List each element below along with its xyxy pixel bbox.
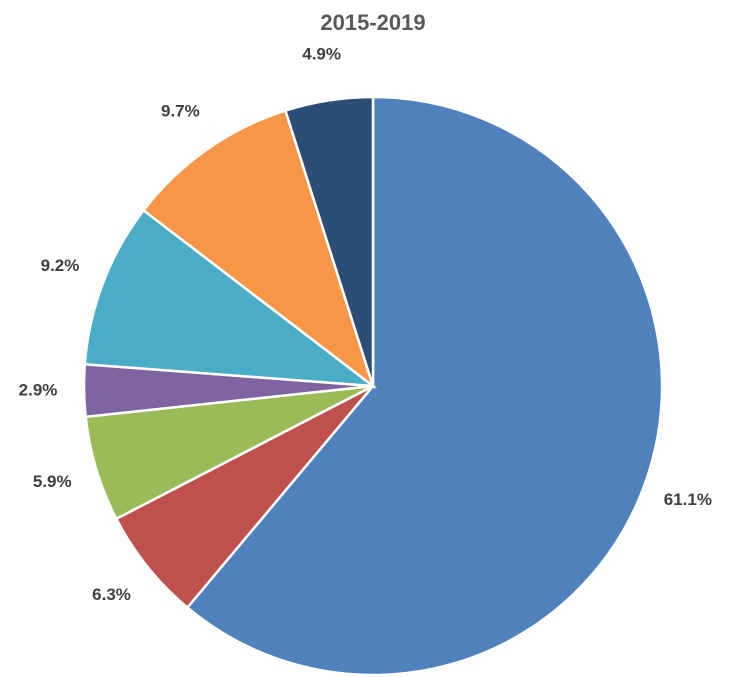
data-label: 6.3%: [92, 585, 131, 604]
pie-slice: [141, 109, 376, 390]
pie-slice: [83, 208, 378, 388]
data-label: 61.1%: [664, 490, 712, 509]
data-label: 2.9%: [19, 381, 58, 400]
pie-slice: [185, 95, 664, 677]
data-label: 4.9%: [302, 44, 341, 63]
data-label: 5.9%: [33, 472, 72, 491]
pie-slice: [114, 384, 374, 610]
chart-title: 2015-2019: [320, 10, 425, 35]
pie-slice: [283, 95, 375, 387]
data-label: 9.7%: [161, 101, 200, 120]
data-label: 9.2%: [41, 256, 80, 275]
